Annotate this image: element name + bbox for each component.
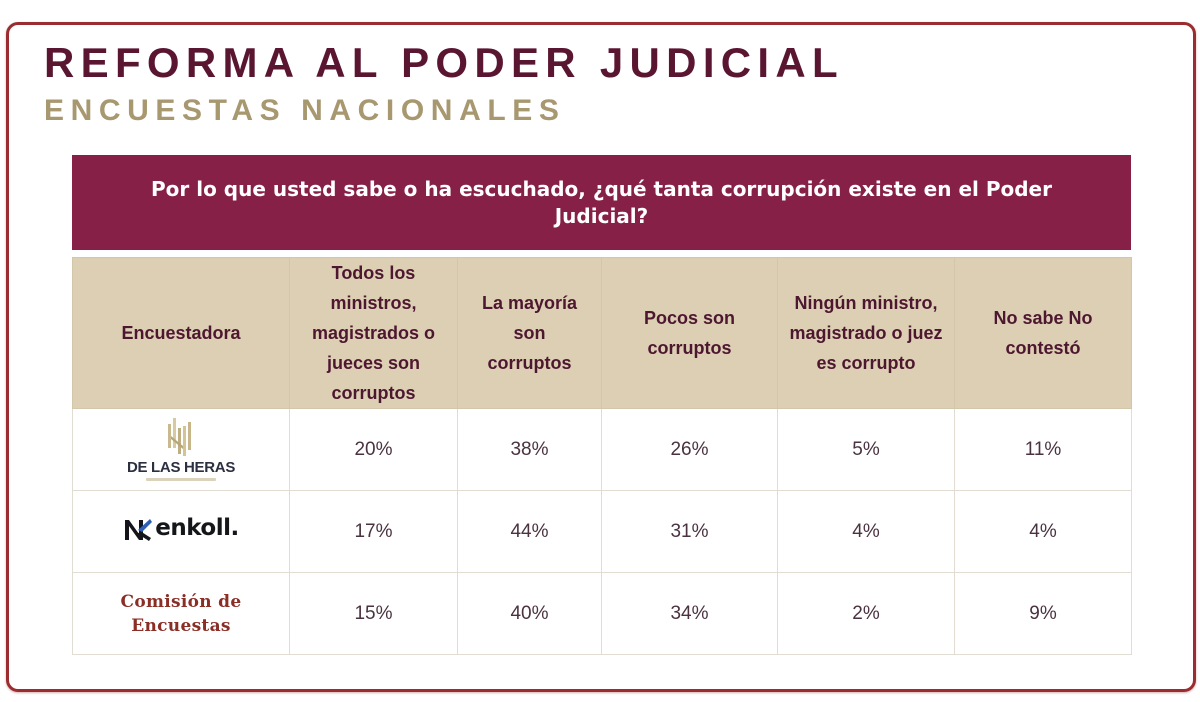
value-cell: 9% bbox=[954, 572, 1132, 655]
enkoll-logo-icon bbox=[125, 518, 153, 541]
survey-results-table: Encuestadora Todos los ministros, magist… bbox=[72, 257, 1132, 655]
question-banner: Por lo que usted sabe o ha escuchado, ¿q… bbox=[72, 155, 1131, 250]
de-las-heras-tagline bbox=[146, 478, 216, 481]
column-header-none-corrupt: Ningún ministro, magistrado o juez es co… bbox=[777, 257, 955, 409]
column-header-pollster: Encuestadora bbox=[72, 257, 290, 409]
value-cell: 15% bbox=[289, 572, 458, 655]
value-cell: 40% bbox=[457, 572, 602, 655]
enkoll-logo: enkoll. bbox=[123, 515, 239, 542]
table-row: enkoll. 17% 44% 31% 4% 4% bbox=[72, 490, 1132, 573]
comision-de-encuestas-logo: Comisión de Encuestas bbox=[73, 590, 289, 638]
column-header-few-corrupt: Pocos son corruptos bbox=[601, 257, 778, 409]
de-las-heras-logo-icon bbox=[168, 418, 191, 456]
de-las-heras-logo: DE LAS HERAS bbox=[127, 418, 235, 481]
value-cell: 5% bbox=[777, 408, 955, 491]
column-header-no-answer: No sabe No contestó bbox=[954, 257, 1132, 409]
value-cell: 44% bbox=[457, 490, 602, 573]
pollster-cell: DE LAS HERAS bbox=[72, 408, 290, 491]
value-cell: 4% bbox=[954, 490, 1132, 573]
value-cell: 34% bbox=[601, 572, 778, 655]
value-cell: 11% bbox=[954, 408, 1132, 491]
table-header-row: Encuestadora Todos los ministros, magist… bbox=[72, 257, 1132, 409]
table-row: DE LAS HERAS 20% 38% 26% 5% 11% bbox=[72, 408, 1132, 491]
pollster-cell: Comisión de Encuestas bbox=[72, 572, 290, 655]
pollster-name-line2: Encuestas bbox=[131, 615, 231, 636]
value-cell: 17% bbox=[289, 490, 458, 573]
pollster-name: enkoll. bbox=[155, 515, 239, 541]
pollster-name: DE LAS HERAS bbox=[126, 459, 236, 476]
pollster-name-line1: Comisión de bbox=[120, 591, 242, 612]
pollster-cell: enkoll. bbox=[72, 490, 290, 573]
value-cell: 31% bbox=[601, 490, 778, 573]
value-cell: 2% bbox=[777, 572, 955, 655]
question-text: Por lo que usted sabe o ha escuchado, ¿q… bbox=[151, 176, 1052, 228]
column-header-majority-corrupt: La mayoría son corruptos bbox=[457, 257, 602, 409]
column-header-all-corrupt: Todos los ministros, magistrados o juece… bbox=[289, 257, 458, 409]
value-cell: 26% bbox=[601, 408, 778, 491]
value-cell: 4% bbox=[777, 490, 955, 573]
slide-title: REFORMA AL PODER JUDICIAL bbox=[44, 39, 844, 86]
table-row: Comisión de Encuestas 15% 40% 34% 2% 9% bbox=[72, 572, 1132, 655]
value-cell: 20% bbox=[289, 408, 458, 491]
slide-subtitle: ENCUESTAS NACIONALES bbox=[44, 94, 566, 127]
value-cell: 38% bbox=[457, 408, 602, 491]
